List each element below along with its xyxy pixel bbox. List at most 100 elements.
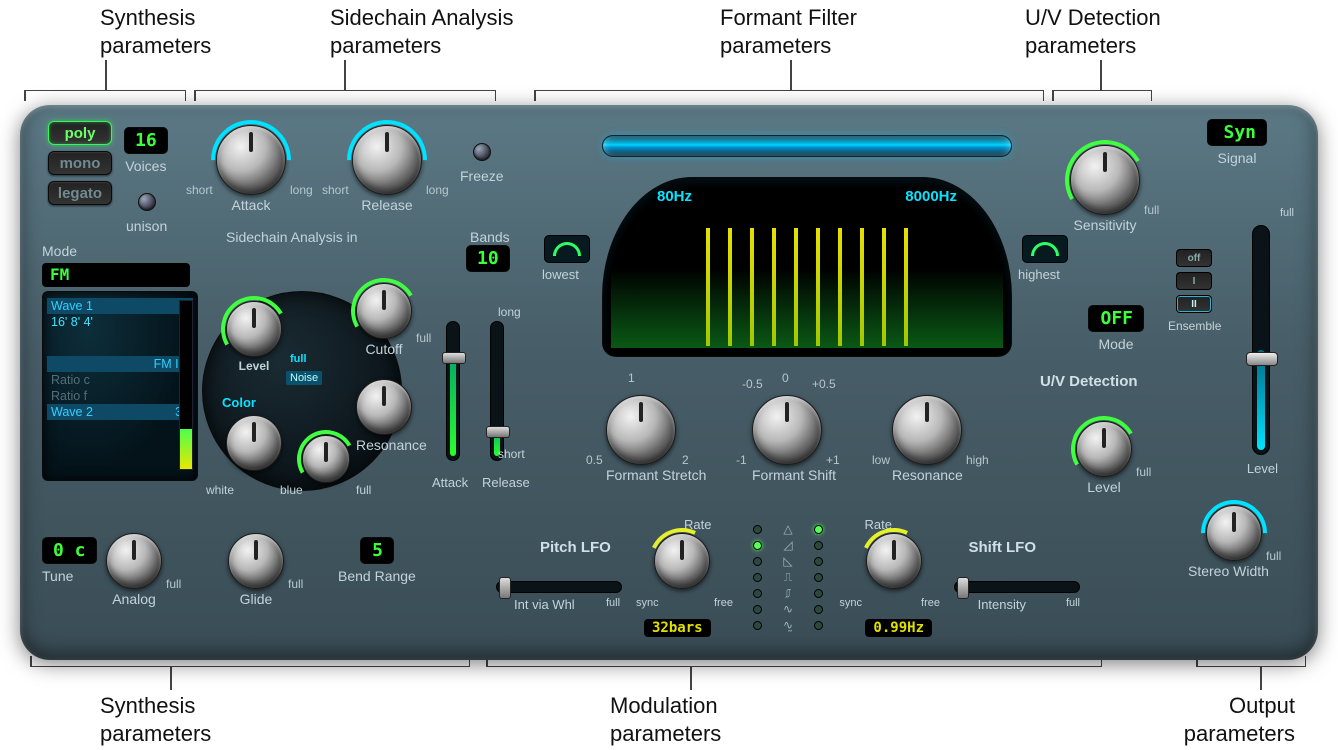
formant-stretch-knob[interactable]	[606, 395, 676, 465]
formant-stretch-block: 1 0.5 2 Formant Stretch	[606, 395, 706, 483]
mode-header: Mode	[42, 243, 77, 259]
analog-label: Analog	[106, 591, 162, 607]
shift-rate-knob[interactable]	[866, 533, 922, 589]
res-tick-low: low	[872, 453, 890, 467]
glide-block: full Glide	[228, 533, 284, 607]
formant-shift-label: Formant Shift	[752, 467, 836, 483]
pitch-rate-block	[654, 533, 710, 589]
mono-button[interactable]: mono	[48, 151, 112, 175]
uv-mode-value[interactable]: OFF	[1088, 305, 1144, 332]
legato-button[interactable]: legato	[48, 181, 112, 205]
lower-full-knob[interactable]	[302, 435, 350, 483]
poly-button[interactable]: poly	[48, 121, 112, 145]
cutoff-block: full Cutoff	[356, 283, 412, 357]
env-release-slider[interactable]	[490, 321, 504, 461]
lower-full-knob-block	[302, 435, 350, 483]
sidechain-section-label: Sidechain Analysis in	[226, 229, 358, 245]
sc-release-short: short	[322, 183, 349, 197]
glide-label: Glide	[228, 591, 284, 607]
voices-label: Voices	[124, 158, 168, 174]
sc-release-knob[interactable]	[352, 125, 422, 195]
resonance-label: Resonance	[356, 437, 427, 453]
uv-section-label: U/V Detection	[1040, 373, 1138, 390]
ensemble-i-button[interactable]: I	[1176, 272, 1212, 290]
shift-tick-0: 0	[782, 371, 789, 385]
highest-label: highest	[1018, 267, 1060, 282]
color-knob[interactable]	[226, 415, 282, 471]
sc-attack-knob[interactable]	[216, 125, 286, 195]
anno-synthesis-bottom: Synthesisparameters	[100, 692, 211, 747]
sc-attack-short: short	[186, 183, 213, 197]
formant-crossfade-bar[interactable]	[602, 135, 1012, 157]
env-long-label: long	[498, 305, 521, 319]
output-column: Syn Signal full Level off I II Ensemble …	[1176, 119, 1298, 646]
bands-value[interactable]: 10	[466, 245, 510, 272]
glide-knob[interactable]	[228, 533, 284, 589]
anno-modulation-bottom: Modulationparameters	[610, 692, 721, 747]
stretch-tick-1: 1	[628, 371, 635, 385]
sc-attack-block: short long Attack	[216, 125, 286, 213]
cutoff-knob[interactable]	[356, 283, 412, 339]
formant-display[interactable]: 80Hz 8000Hz	[602, 177, 1012, 357]
osc-footages: 16' 8' 4'	[51, 315, 93, 329]
formant-resonance-knob[interactable]	[892, 395, 962, 465]
osc-level-meter	[179, 300, 193, 470]
shift-tick-n05: -0.5	[742, 377, 763, 391]
analog-knob[interactable]	[106, 533, 162, 589]
uv-sensitivity-block: full Sensitivity	[1070, 145, 1140, 233]
anno-uv-top: U/V Detectionparameters	[1025, 4, 1161, 59]
env-attack-label: Attack	[432, 475, 468, 490]
pitch-lfo-label: Pitch LFO	[540, 539, 611, 556]
pitch-rate-knob[interactable]	[654, 533, 710, 589]
stretch-tick-05: 0.5	[586, 453, 603, 467]
uv-level-knob[interactable]	[1076, 421, 1132, 477]
highest-button[interactable]	[1022, 235, 1068, 263]
ensemble-label: Ensemble	[1168, 319, 1221, 333]
mode-value-lcd[interactable]: FM	[42, 263, 190, 287]
pitch-rate-value[interactable]: 32bars	[644, 619, 711, 637]
signal-value[interactable]: Syn	[1207, 119, 1267, 146]
voices-value[interactable]: 16	[124, 127, 168, 154]
oscillator-display[interactable]: Wave 10 16' 8' 4' FM Int Ratio c1 Ratio …	[42, 291, 198, 481]
lfo-shape-selector[interactable]: △ ◿ ◺ ⎍ ⎎ ∿ ∿̰	[753, 521, 823, 633]
level-full: full	[290, 353, 307, 365]
stereo-width-block: full Stereo Width	[1206, 505, 1269, 579]
formant-shift-knob[interactable]	[752, 395, 822, 465]
formant-low-hz: 80Hz	[657, 188, 692, 205]
intensity-full: full	[1066, 597, 1080, 609]
osc-ratioc-label: Ratio c	[51, 373, 90, 387]
intensity-slider[interactable]	[954, 581, 1080, 593]
level-knob[interactable]	[226, 301, 282, 357]
pitch-free-label: free	[714, 597, 733, 609]
intviawhl-slider[interactable]	[496, 581, 622, 593]
uv-mode-block: OFF Mode	[1088, 305, 1144, 352]
shift-free-label: free	[921, 597, 940, 609]
anno-synthesis-top: Synthesisparameters	[100, 4, 211, 59]
unison-toggle[interactable]	[138, 193, 156, 211]
intviawhl-label: Int via Whl	[514, 597, 575, 612]
shift-tick-p1: +1	[826, 453, 840, 467]
tune-value[interactable]: 0 c	[42, 537, 97, 564]
output-level-fader[interactable]	[1252, 225, 1270, 455]
lowest-button[interactable]	[544, 235, 590, 263]
osc-ratiof-label: Ratio f	[51, 389, 87, 403]
osc-wave2-label: Wave 2	[51, 405, 93, 419]
resonance-knob[interactable]	[356, 379, 412, 435]
env-short-label: short	[498, 447, 525, 461]
intviawhl-full: full	[606, 597, 620, 609]
ensemble-ii-button[interactable]: II	[1176, 295, 1212, 313]
bend-value[interactable]: 5	[360, 537, 394, 564]
freeze-toggle[interactable]	[473, 143, 491, 161]
formant-resonance-label: Resonance	[892, 467, 963, 483]
uv-level-full: full	[1136, 465, 1151, 479]
env-attack-slider[interactable]	[446, 321, 460, 461]
osc-wave1-label: Wave 1	[51, 299, 93, 313]
ensemble-off-button[interactable]: off	[1176, 249, 1212, 267]
level-knob-block: Level	[226, 301, 282, 373]
stereo-width-knob[interactable]	[1206, 505, 1262, 561]
formant-high-hz: 8000Hz	[905, 188, 957, 205]
uv-sensitivity-knob[interactable]	[1070, 145, 1140, 215]
shift-rate-value[interactable]: 0.99Hz	[865, 619, 932, 637]
noise-toggle-label[interactable]: Noise	[286, 371, 322, 385]
freeze-label: Freeze	[460, 168, 504, 184]
